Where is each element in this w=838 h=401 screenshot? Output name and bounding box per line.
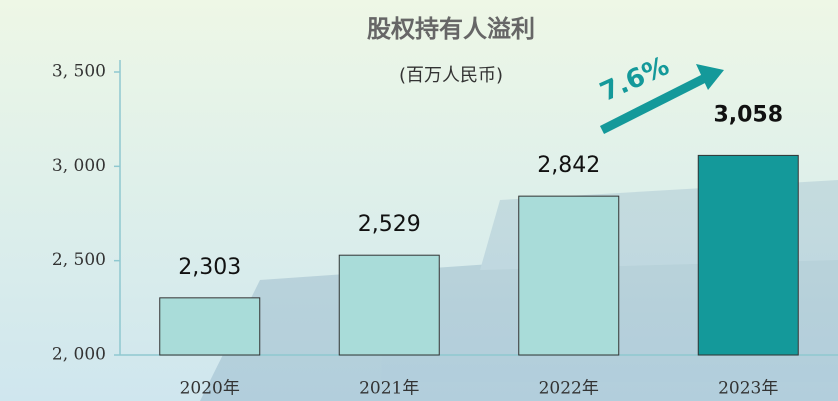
chart-title: 股权持有人溢利 — [367, 15, 535, 43]
x-tick-label: 2021年 — [359, 379, 419, 399]
y-tick-label: 3, 500 — [52, 62, 106, 82]
value-label: 2,303 — [178, 255, 241, 280]
value-label: 2,529 — [358, 212, 421, 237]
x-tick-label: 2022年 — [539, 379, 599, 399]
y-tick-label: 2, 500 — [52, 250, 106, 270]
value-label: 2,842 — [537, 153, 600, 178]
y-tick-label: 2, 000 — [52, 345, 106, 365]
growth-arrow — [599, 64, 724, 135]
bar — [338, 254, 440, 356]
x-tick-label: 2023年 — [718, 379, 778, 399]
bar — [159, 297, 261, 356]
value-label: 3,058 — [713, 102, 783, 127]
chart-subtitle: (百万人民币) — [399, 65, 503, 86]
bar — [697, 154, 799, 356]
bar — [518, 195, 620, 356]
x-tick-label: 2020年 — [180, 379, 240, 399]
y-tick-label: 3, 000 — [52, 156, 106, 176]
